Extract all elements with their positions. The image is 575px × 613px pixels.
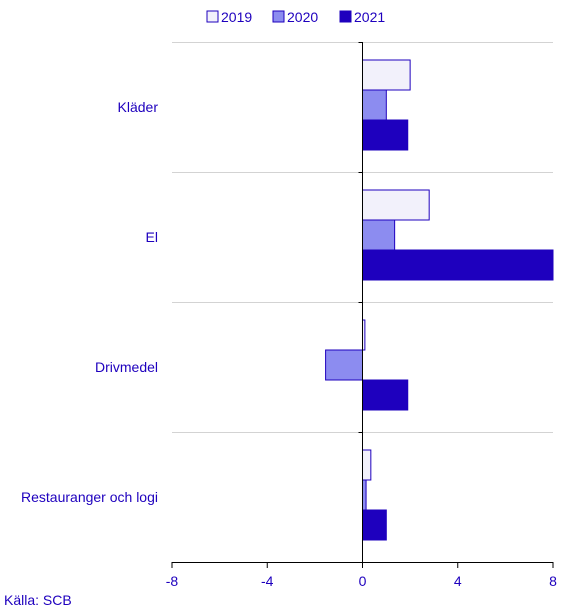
bar <box>362 509 387 541</box>
category-label: Kläder <box>118 99 159 115</box>
category-label: Restauranger och logi <box>21 489 158 505</box>
bar <box>325 349 364 381</box>
category-label: El <box>146 229 158 245</box>
bar <box>362 219 396 251</box>
x-tick-label: 4 <box>454 573 462 589</box>
bar <box>362 89 387 121</box>
legend: 2019 2020 2021 <box>206 9 385 25</box>
legend-swatch <box>206 10 219 23</box>
bar <box>362 249 554 281</box>
legend-label: 2021 <box>354 9 385 25</box>
category-labels: Kläder El Drivmedel Restauranger och logi <box>21 99 158 505</box>
category-label: Drivmedel <box>95 359 158 375</box>
bar <box>362 189 430 221</box>
axes <box>171 42 554 568</box>
legend-label: 2019 <box>221 9 252 25</box>
bar <box>362 59 411 91</box>
legend-label: 2020 <box>287 9 318 25</box>
source-note: Källa: SCB <box>4 592 72 608</box>
x-tick-label: -8 <box>166 573 179 589</box>
legend-swatch <box>339 10 352 23</box>
bar <box>362 449 372 481</box>
bar <box>362 379 409 411</box>
bar <box>362 119 409 151</box>
x-tick-label: 8 <box>549 573 557 589</box>
legend-swatch <box>272 10 285 23</box>
tick-labels: -8 -4 0 4 8 <box>166 573 557 589</box>
bars <box>325 59 554 541</box>
bar <box>362 479 367 511</box>
x-tick-label: 0 <box>359 573 367 589</box>
x-tick-label: -4 <box>261 573 274 589</box>
